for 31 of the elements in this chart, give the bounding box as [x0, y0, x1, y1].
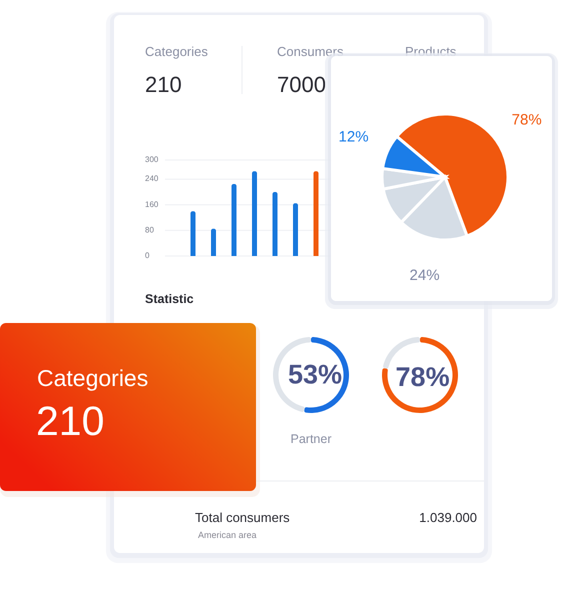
bar [293, 203, 298, 256]
text: Categories [37, 365, 148, 391]
text: 210 [36, 398, 104, 444]
bar [232, 184, 236, 256]
bar [272, 192, 278, 256]
y-tick-label: 160 [145, 200, 159, 209]
data-label: 78% [512, 111, 542, 128]
text: 1.039.000 [419, 510, 477, 525]
bar [211, 228, 216, 256]
donut-slice [383, 337, 420, 369]
data-label: 12% [338, 128, 369, 146]
y-tick-label: 80 [145, 225, 154, 234]
bar [314, 171, 318, 256]
y-tick-label: 300 [145, 155, 159, 164]
data-label: 78% [396, 362, 450, 392]
y-tick-label: 0 [145, 251, 150, 260]
data-label: 24% [410, 266, 440, 284]
text: Partner [290, 432, 332, 446]
text: Total consumers [195, 510, 290, 525]
bar [190, 211, 196, 256]
donut-slice [382, 337, 458, 413]
bar [252, 171, 257, 256]
text: 210 [145, 72, 182, 97]
text: Statistic [145, 292, 194, 306]
text: American area [198, 530, 257, 540]
text: 7000 [277, 72, 326, 97]
text: Consumers [277, 44, 344, 59]
text: Categories [145, 44, 208, 59]
text: Products [405, 44, 457, 59]
data-label: 53% [288, 359, 342, 390]
y-tick-label: 240 [145, 174, 159, 184]
